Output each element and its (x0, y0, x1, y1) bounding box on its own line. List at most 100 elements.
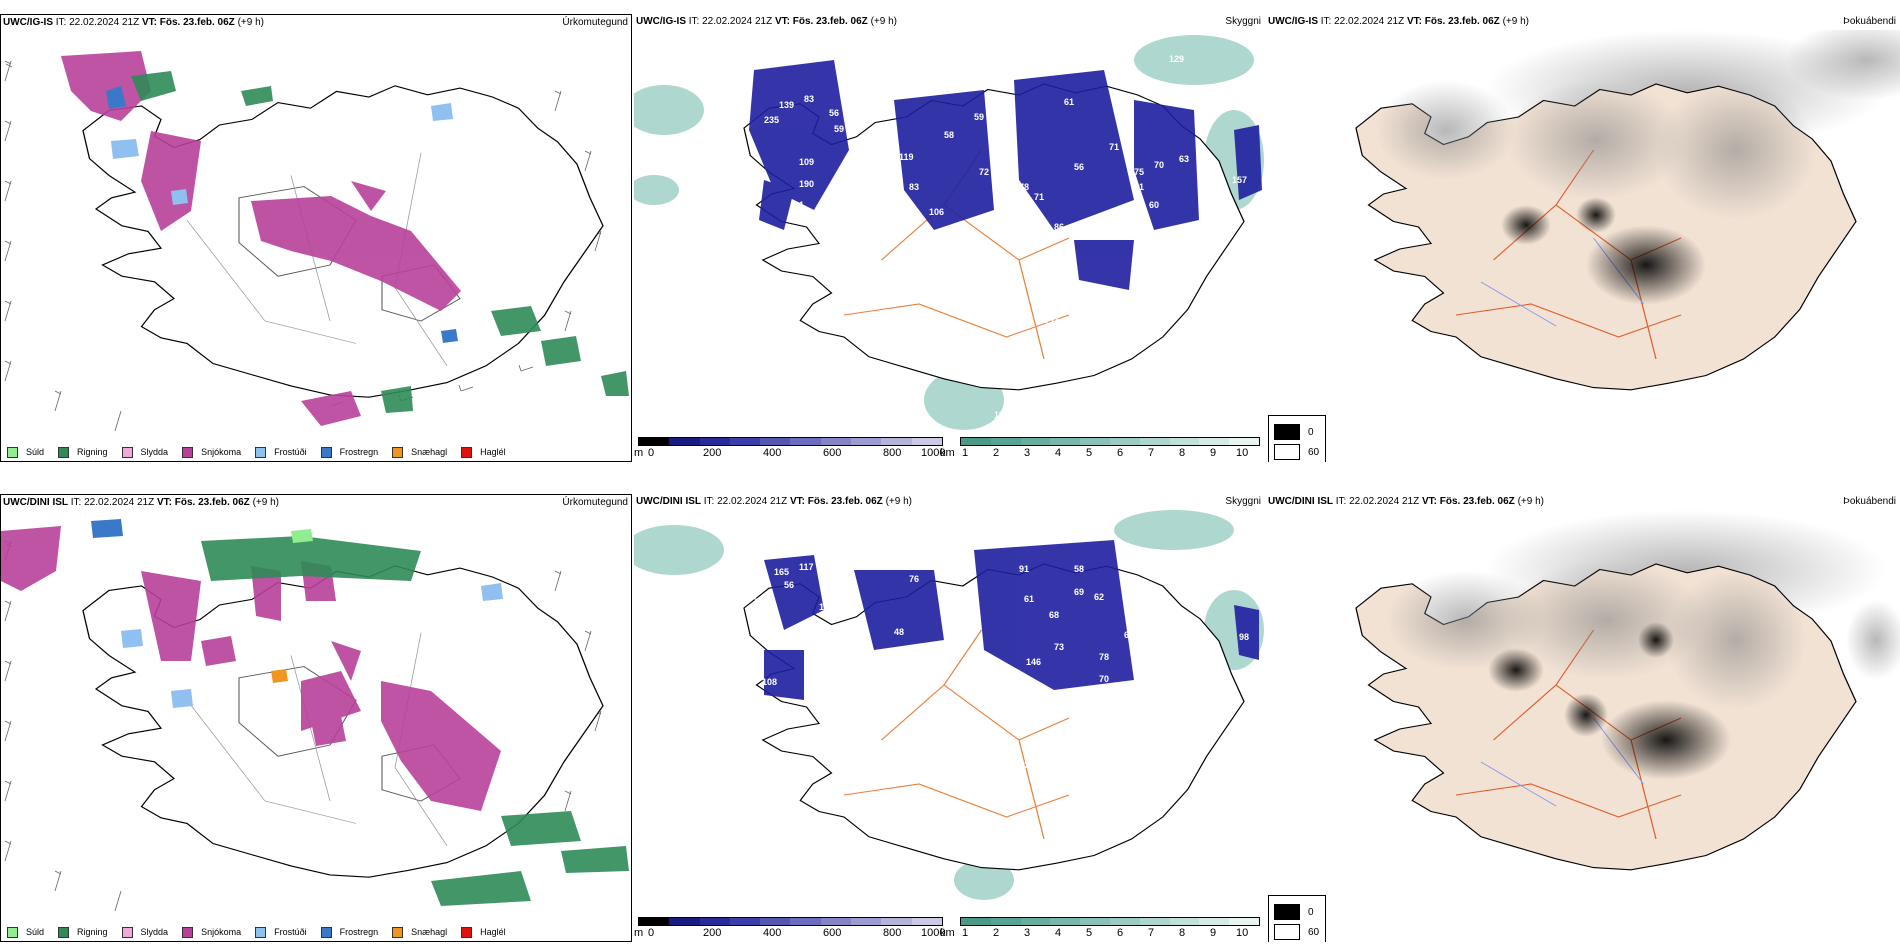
legend-item: Súld (7, 446, 44, 458)
scale-tick: 400 (763, 927, 782, 939)
fog-map (1355, 30, 1900, 391)
panel-title: Skyggni (1225, 16, 1261, 27)
legend-label: Snjókoma (201, 447, 242, 457)
vis-label: 45 (829, 237, 839, 247)
visibility-km-scale: km 1 2 3 4 5 6 7 8 9 10 (940, 437, 1260, 462)
vis-label: 91 (794, 200, 804, 210)
fog-panel-bottom: UWC/DINI ISL IT: 22.02.2024 21Z VT: Fös.… (1266, 494, 1900, 942)
vis-label: 157 (1232, 175, 1247, 185)
scale-tick: 9 (1210, 447, 1217, 459)
vis-label: 163 (879, 172, 894, 182)
legend-item: Snjókoma (182, 446, 242, 458)
vis-label: 59 (974, 112, 984, 122)
freezing-areas (111, 103, 453, 205)
legend-label: Frostregn (339, 927, 379, 937)
vis-label: 68 (1049, 610, 1059, 620)
it-label: IT: (1320, 16, 1332, 27)
visibility-panel-bottom: UWC/DINI ISL IT: 22.02.2024 21Z VT: Fös.… (634, 494, 1264, 942)
legend-label: Frostúði (274, 447, 307, 457)
fog-legend: 0 60 (1268, 415, 1326, 462)
vis-label: 78 (1019, 182, 1029, 192)
vis-label: 157 (1069, 297, 1084, 307)
it-value: 22.02.2024 21Z (717, 496, 788, 507)
vt-value: Fös. 23.feb. 06Z (792, 16, 868, 27)
scale-tick: 7 (1148, 927, 1155, 939)
precip-legend: Súld Rigning Slydda Snjókoma Frostúði Fr… (1, 922, 631, 941)
vt-label: VT: (141, 17, 157, 28)
legend-label: Súld (26, 927, 45, 937)
vis-label: 119 (899, 152, 914, 162)
model-name: UWC/DINI ISL (636, 496, 701, 507)
fog-legend-label: 0 (1308, 906, 1314, 918)
vis-label: 71 (1109, 142, 1119, 152)
legend-item: Frostúði (255, 926, 307, 938)
scale-tick: 400 (763, 447, 782, 459)
scale-tick: 2 (993, 927, 1000, 939)
model-name: UWC/IG-IS (3, 17, 53, 28)
legend-swatch (320, 446, 332, 458)
vis-label: 93 (834, 267, 844, 277)
vis-label: 60 (1074, 232, 1084, 242)
scale-tick: 0 (648, 927, 655, 939)
vis-label: 784 (889, 227, 904, 237)
it-value: 22.02.2024 21Z (84, 497, 155, 508)
panel-header: UWC/DINI ISL IT: 22.02.2024 21Z VT: Fös.… (634, 494, 1264, 510)
vis-label: 56 (784, 580, 794, 590)
scale-tick: 1 (962, 927, 969, 939)
rain-areas (131, 71, 629, 413)
panel-header: UWC/DINI ISL IT: 22.02.2024 21Z VT: Fös.… (1, 495, 631, 511)
legend-swatch (255, 926, 267, 938)
km-colorbar (960, 437, 1260, 446)
visibility-km-scale: km 1 2 3 4 5 6 7 8 9 10 (940, 917, 1260, 942)
vis-label: 86 (1054, 222, 1064, 232)
vis-label: 11 (994, 410, 1004, 420)
vis-label: 373 (1119, 744, 1134, 754)
vt-label: VT: (1421, 496, 1437, 507)
precip-type-map (4, 51, 629, 432)
vt-label: VT: (774, 16, 790, 27)
legend-item: Haglél (461, 446, 506, 458)
vis-label: 105 (1084, 314, 1099, 324)
vis-label: 129 (1169, 54, 1184, 64)
legend-label: Haglél (480, 927, 506, 937)
visibility-meter-scale: m 0 200 400 600 800 1000 (634, 917, 946, 942)
scale-tick: 800 (883, 927, 902, 939)
scale-tick: 6 (1117, 927, 1124, 939)
scale-tick: 0 (648, 447, 655, 459)
scale-tick: 3 (1024, 447, 1031, 459)
vis-label: 165 (774, 567, 789, 577)
it-value: 22.02.2024 21Z (69, 17, 140, 28)
panel-title: Úrkomutegund (562, 17, 628, 28)
fog-legend-item: 0 (1274, 904, 1314, 920)
it-value: 22.02.2024 21Z (702, 16, 773, 27)
scale-tick: 800 (883, 447, 902, 459)
fog-legend-item: 60 (1274, 444, 1319, 460)
vis-label: 72 (979, 167, 989, 177)
legend-item: Slydda (121, 446, 168, 458)
vis-label: 83 (804, 94, 814, 104)
scale-tick: 1000 (921, 927, 946, 939)
lead-time: (+9 h) (1502, 16, 1529, 27)
panel-title: Úrkomutegund (562, 497, 628, 508)
legend-label: Frostregn (339, 447, 379, 457)
scale-tick: 7 (1148, 447, 1155, 459)
scale-tick: 600 (823, 927, 842, 939)
legend-swatch (7, 926, 18, 938)
wind-barbs (4, 60, 602, 432)
vis-label: 321 (1014, 687, 1029, 697)
vis-label: 63 (1054, 352, 1064, 362)
vis-label: 326 (1024, 760, 1039, 770)
legend-item: Rigning (58, 926, 108, 938)
scale-tick: 10 (1236, 447, 1249, 459)
scale-tick: 200 (703, 927, 722, 939)
legend-item: Snæhagl (392, 926, 447, 938)
vis-label: 117 (799, 562, 814, 572)
legend-item: Frostúði (255, 446, 307, 458)
vis-label: 235 (764, 115, 779, 125)
scale-tick: 6 (1117, 447, 1124, 459)
vis-label: 77 (1124, 110, 1134, 120)
freezing-rain-areas (106, 86, 458, 343)
fog-swatch (1274, 444, 1300, 460)
legend-swatch (121, 446, 133, 458)
vis-label: 139 (779, 100, 794, 110)
